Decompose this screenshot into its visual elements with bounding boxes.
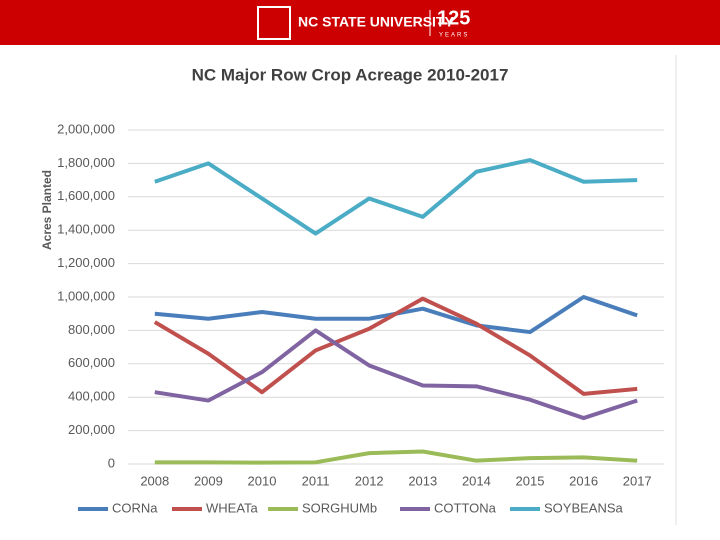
y-tick-label: 600,000 (68, 355, 115, 370)
x-tick-label: 2014 (462, 473, 491, 488)
legend-label: SOYBEANSa (544, 500, 624, 515)
anniversary-label: YEARS (439, 33, 469, 39)
y-tick-label: 2,000,000 (57, 121, 115, 136)
y-tick-label: 0 (108, 455, 115, 470)
y-tick-label: 1,800,000 (57, 155, 115, 170)
x-tick-label: 2012 (355, 473, 384, 488)
x-tick-label: 2013 (408, 473, 437, 488)
x-tick-label: 2009 (194, 473, 223, 488)
series-line (154, 328, 638, 421)
y-tick-label: 1,600,000 (57, 188, 115, 203)
series-line (154, 158, 638, 236)
x-tick-label: 2015 (516, 473, 545, 488)
x-tick-label: 2010 (248, 473, 277, 488)
y-tick-label: 200,000 (68, 422, 115, 437)
legend-label: COTTONa (434, 500, 497, 515)
y-axis-label: Acres Planted (40, 170, 54, 250)
logo-icon (257, 6, 291, 40)
x-tick-label: 2011 (302, 473, 330, 488)
legend-label: WHEATa (206, 500, 259, 515)
logo-text: NC STATE UNIVERSITY (298, 14, 454, 30)
x-tick-label: 2016 (569, 473, 598, 488)
x-tick-label: 2017 (623, 473, 652, 488)
legend-label: SORGHUMb (302, 500, 377, 515)
x-tick-label: 2008 (140, 473, 169, 488)
y-tick-label: 1,400,000 (57, 222, 115, 237)
series-line (153, 296, 638, 396)
y-tick-label: 400,000 (68, 389, 115, 404)
legend-label: CORNa (112, 500, 158, 515)
header-bar (0, 0, 720, 45)
y-tick-label: 800,000 (68, 322, 115, 337)
y-tick-label: 1,200,000 (57, 255, 115, 270)
series-line (154, 449, 638, 465)
anniversary: 125 (437, 7, 470, 29)
chart-title: NC Major Row Crop Acreage 2010-2017 (192, 65, 509, 84)
y-tick-label: 1,000,000 (57, 288, 115, 303)
